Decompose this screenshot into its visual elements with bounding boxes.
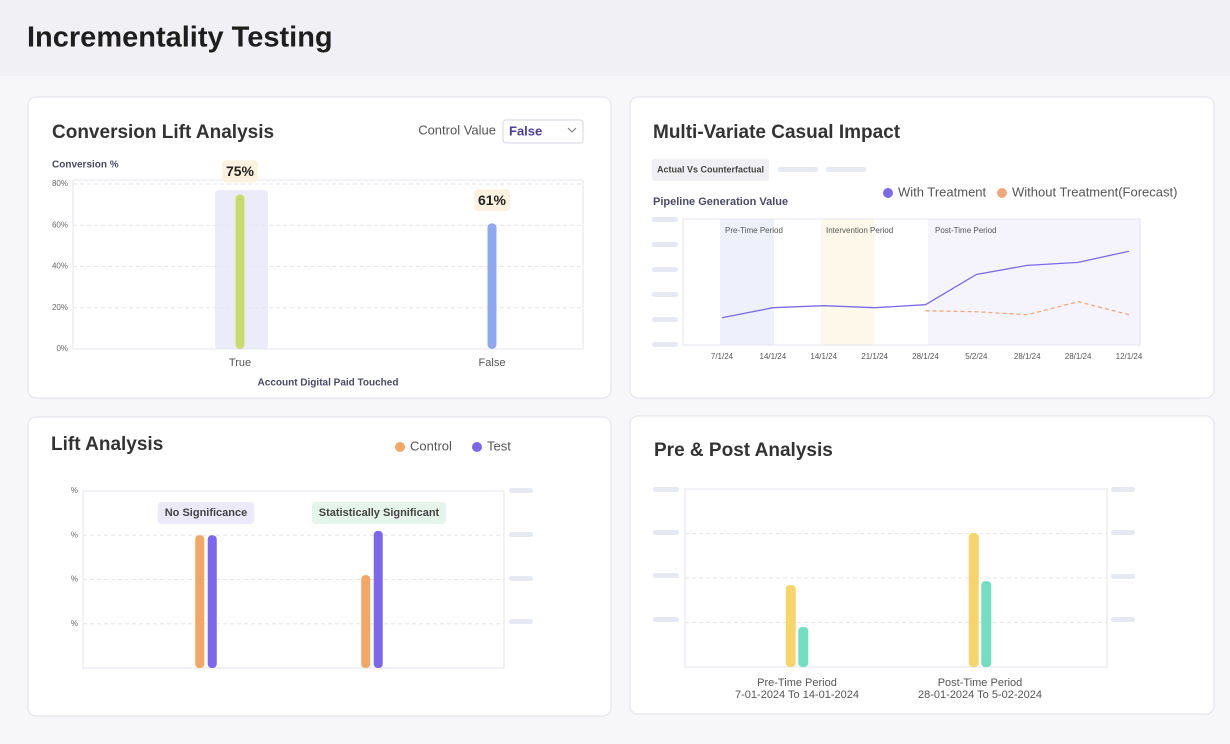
placeholder: [653, 487, 679, 492]
bar: [968, 533, 979, 667]
x-tick-label: 5/2/24: [965, 352, 988, 361]
dropdown[interactable]: [502, 119, 584, 144]
chart-subtitle: Pipeline Generation Value: [653, 196, 788, 208]
legend-swatch: [883, 188, 893, 198]
x-tick-label: False: [479, 357, 506, 369]
bar: [207, 535, 217, 668]
card: [27, 96, 612, 399]
tab-label: Actual Vs Counterfactual: [657, 164, 764, 174]
control-label: Control Value: [418, 122, 496, 137]
placeholder: [652, 317, 678, 322]
y-axis-label: Conversion %: [52, 160, 119, 171]
x-tick-label: 28/1/24: [1065, 352, 1092, 361]
placeholder: [653, 617, 679, 622]
x-tick-label: 14/1/24: [810, 352, 837, 361]
y-tick-label: 0%: [56, 344, 68, 353]
bar: [195, 535, 205, 668]
placeholder: [1111, 617, 1135, 622]
annotation: Statistically Significant: [319, 507, 440, 519]
legend-swatch: [472, 442, 482, 452]
annotation-box: [157, 502, 255, 524]
chart-title: Conversion Lift Analysis: [52, 122, 274, 143]
period-region: [928, 219, 1140, 345]
placeholder: [1111, 487, 1135, 492]
bar: [487, 223, 497, 349]
chart-title: Pre & Post Analysis: [654, 440, 833, 461]
x-tick-sublabel: 7-01-2024 To 14-01-2024: [735, 689, 859, 701]
x-tick-label: 7/1/24: [711, 352, 734, 361]
placeholder: [509, 576, 533, 581]
placeholder: [652, 242, 678, 247]
control-value: False: [509, 123, 542, 138]
placeholder: [778, 167, 818, 172]
card: [27, 416, 612, 717]
x-tick-label: Post-Time Period: [938, 677, 1023, 689]
legend-label: Test: [487, 438, 511, 453]
placeholder: [509, 619, 533, 624]
placeholder: [509, 488, 533, 493]
period-label: Pre-Time Period: [725, 226, 783, 235]
bar: [798, 626, 809, 667]
y-tick-label: 20%: [52, 303, 68, 312]
y-tick-label: %: [71, 619, 78, 628]
value-label-box: [474, 189, 510, 212]
placeholder: [1111, 530, 1135, 535]
placeholder: [652, 267, 678, 272]
bar: [373, 530, 383, 668]
legend-label: With Treatment: [898, 184, 987, 199]
period-label: Post-Time Period: [935, 226, 997, 235]
annotation: No Significance: [165, 507, 248, 519]
placeholder: [826, 167, 866, 172]
placeholder: [652, 292, 678, 297]
plot-frame: [682, 218, 1141, 346]
x-tick-label: 28/1/24: [912, 352, 939, 361]
chart-title: Multi-Variate Casual Impact: [653, 122, 901, 143]
x-tick-label: 14/1/24: [760, 352, 787, 361]
value-label: 75%: [226, 163, 255, 179]
placeholder-labels: [509, 217, 1135, 624]
bar: [981, 581, 992, 667]
y-tick-label: %: [71, 486, 78, 495]
page-title: Incrementality Testing: [27, 22, 333, 54]
value-label-box: [222, 160, 258, 183]
y-tick-label: 60%: [52, 220, 68, 229]
annotation-box: [311, 502, 447, 524]
x-tick-label: 28/1/24: [1014, 352, 1041, 361]
legend-swatch: [395, 442, 405, 452]
chart-title: Lift Analysis: [51, 434, 163, 455]
placeholder: [652, 342, 678, 347]
legend-label: Control: [410, 438, 452, 453]
dropdown-arrow: [567, 127, 577, 133]
x-tick-label: True: [229, 357, 251, 369]
legend-label: Without Treatment(Forecast): [1012, 184, 1177, 199]
line: [721, 250, 1130, 319]
x-tick-sublabel: 28-01-2024 To 5-02-2024: [918, 689, 1042, 701]
bar: [235, 194, 245, 349]
x-tick-label: 21/1/24: [861, 352, 888, 361]
card: [629, 415, 1215, 715]
x-axis-label: Account Digital Paid Touched: [258, 378, 399, 389]
period-region: [720, 219, 774, 345]
bar: [361, 575, 371, 668]
y-tick-label: 40%: [52, 262, 68, 271]
tab[interactable]: [652, 159, 769, 181]
value-label: 61%: [478, 192, 507, 208]
x-tick-label: Pre-Time Period: [757, 677, 837, 689]
placeholder: [652, 217, 678, 222]
placeholder: [653, 530, 679, 535]
placeholder: [1111, 574, 1135, 579]
bar: [785, 585, 796, 667]
placeholder: [509, 532, 533, 537]
period-label: Intervention Period: [826, 226, 893, 235]
header-bar: [0, 0, 1230, 76]
legend-swatch: [997, 188, 1007, 198]
x-tick-label: 12/1/24: [1116, 352, 1143, 361]
y-tick-label: 80%: [52, 179, 68, 188]
y-tick-label: %: [71, 530, 78, 539]
line: [925, 300, 1130, 316]
y-tick-label: %: [71, 575, 78, 584]
period-region: [821, 219, 874, 345]
placeholder: [653, 573, 679, 578]
